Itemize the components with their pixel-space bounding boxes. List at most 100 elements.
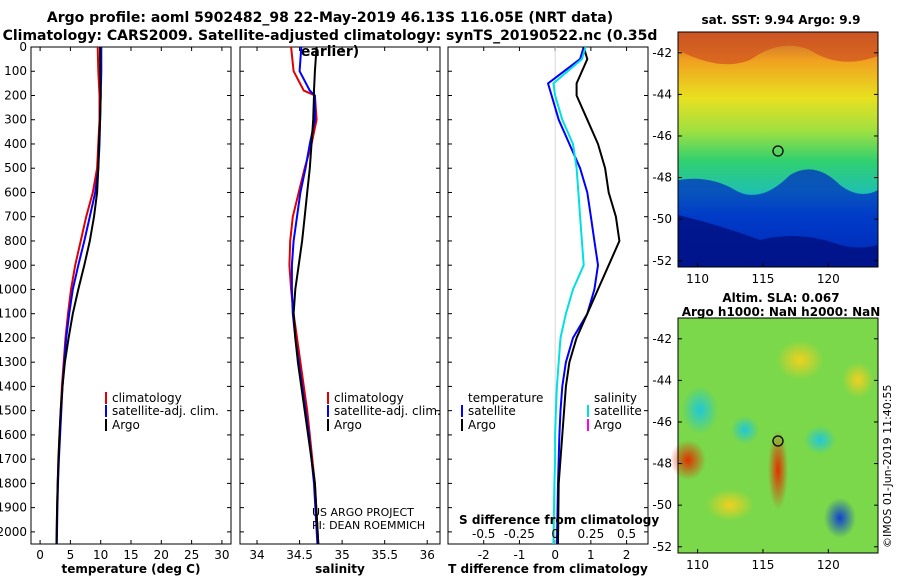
x-tick-label: 30 <box>214 548 229 562</box>
depth-tick-label: 1400 <box>0 379 27 393</box>
sla-anomaly <box>842 362 874 398</box>
sla-anomaly <box>670 440 706 480</box>
title-line-1: Argo profile: aoml 5902482_98 22-May-201… <box>46 10 614 26</box>
x-tick-label: 35 <box>334 548 349 562</box>
s-tick-label: -0.5 <box>472 527 495 541</box>
depth-tick-label: 1000 <box>0 282 27 296</box>
legend-satellite-label: satellite-adj. clim. <box>334 404 441 418</box>
legend-temperature-title: temperature <box>468 391 543 405</box>
depth-tick-label: 1500 <box>0 404 27 418</box>
sst-map <box>677 31 879 268</box>
lat-tick-label: -46 <box>652 129 672 143</box>
depth-tick-label: 500 <box>4 161 27 175</box>
x-tick-label: 2 <box>623 548 631 562</box>
lon-tick-label: 115 <box>752 558 775 572</box>
lon-tick-label: 120 <box>817 558 840 572</box>
map-panels: -42 -44 -46 -48 -50 -52 110 115 120 -42 -44 -46 -48 -… <box>652 31 879 572</box>
project-label: US ARGO PROJECT <box>312 506 414 519</box>
x-tick-label: 34.5 <box>286 548 313 562</box>
lat-tick-label: -50 <box>652 498 672 512</box>
argo-marker-sst <box>772 145 784 157</box>
depth-tick-label: 1200 <box>0 331 27 345</box>
salinity-panel: 34 34.5 35 35.5 36 salinity <box>249 46 435 576</box>
legend-t-satellite-label: satellite <box>468 404 516 418</box>
salinity-panel-frame <box>239 46 441 545</box>
argo-marker-sla <box>772 435 784 447</box>
series-line-argo <box>55 47 102 545</box>
sst-warm-front <box>678 32 878 65</box>
legend-climatology-label: climatology <box>334 391 404 405</box>
depth-tick-label: 300 <box>4 113 27 127</box>
lon-tick-label: 115 <box>752 272 775 286</box>
x-tick-label: -2 <box>478 548 490 562</box>
s-tick-label: 0.5 <box>617 527 636 541</box>
legend-s-argo-label: Argo <box>594 418 622 432</box>
x-tick-label: 5 <box>67 548 75 562</box>
lon-tick-label: 110 <box>686 558 709 572</box>
legend-salinity-title: salinity <box>594 391 637 405</box>
sla-anomaly <box>804 426 836 454</box>
lon-tick-label: 110 <box>686 272 709 286</box>
depth-tick-label: 600 <box>4 185 27 199</box>
s-tick-label: -0.25 <box>504 527 535 541</box>
legend-s-satellite-label: satellite <box>594 404 642 418</box>
depth-tick-label: 1300 <box>0 355 27 369</box>
sla-frame <box>677 317 879 554</box>
salinity-legend: climatology satellite-adj. clim. Argo <box>327 391 441 432</box>
depth-tick-label: 400 <box>4 137 27 151</box>
lat-tick-label: -52 <box>652 254 672 268</box>
depth-tick-label: 800 <box>4 234 27 248</box>
sla-map-title-2: Argo h1000: NaN h2000: NaN <box>681 305 881 319</box>
difference-panel: -2 -1 0 1 2T difference from climatology <box>448 46 648 576</box>
sla-anomaly <box>824 498 856 538</box>
legend-argo-label: Argo <box>334 418 362 432</box>
series-line-salinity-satellite <box>552 46 587 545</box>
legend-climatology-label: climatology <box>112 391 182 405</box>
sla-map-title-1: Altim. SLA: 0.067 <box>722 291 840 305</box>
difference-panel-frame <box>447 46 649 545</box>
temperature-panel: 0 5 10 15 20 25 30 temperature (deg C) <box>36 46 230 576</box>
imos-credit: ©IMOS 01-Jun-2019 11:40:55 <box>881 384 894 548</box>
s-tick-label: 0 <box>551 527 559 541</box>
legend-t-argo-label: Argo <box>468 418 496 432</box>
lon-tick-label: 120 <box>817 272 840 286</box>
sla-anomaly <box>731 416 759 444</box>
sst-frame <box>677 31 879 268</box>
series-line-satellite-adj-clim- <box>55 47 103 545</box>
sst-cold-core <box>678 215 878 267</box>
x-axis-label: temperature (deg C) <box>62 562 201 576</box>
sla-map <box>670 317 879 554</box>
depth-tick-label: 1700 <box>0 452 27 466</box>
x-tick-label: -1 <box>513 548 525 562</box>
x-tick-label: 20 <box>154 548 169 562</box>
lat-tick-label: -50 <box>652 212 672 226</box>
x-axis-label: T difference from climatology <box>448 562 648 576</box>
x-tick-label: 35.5 <box>371 548 398 562</box>
x-tick-label: 0 <box>551 548 559 562</box>
difference-legend: temperature satellite Argo salinity sate… <box>461 391 642 432</box>
depth-axis: 0 100 200 300 400 500 600 700 800 900 1000 1100 1200… <box>0 40 648 539</box>
depth-tick-label: 1100 <box>0 307 27 321</box>
series-line-temperature-argo <box>557 46 621 545</box>
profile-charts: 0100200300400500600700800900100011001200… <box>0 40 659 576</box>
depth-tick-label: 900 <box>4 258 27 272</box>
depth-tick-label: 2000 <box>0 525 27 539</box>
s-tick-label: 0.25 <box>577 527 604 541</box>
lat-tick-label: -46 <box>652 415 672 429</box>
depth-tick-label: 200 <box>4 88 27 102</box>
x-tick-label: 10 <box>93 548 108 562</box>
depth-tick-label: 100 <box>4 64 27 78</box>
depth-tick-label: 1900 <box>0 501 27 515</box>
x-axis-label: salinity <box>315 562 365 576</box>
sla-anomaly <box>682 386 718 434</box>
lat-tick-label: -48 <box>652 171 672 185</box>
temperature-legend: climatology satellite-adj. clim. Argo <box>105 391 219 432</box>
series-line-temperature-satellite <box>547 46 599 545</box>
depth-tick-label: 700 <box>4 210 27 224</box>
sst-map-title: sat. SST: 9.94 Argo: 9.9 <box>701 13 861 27</box>
depth-tick-label: 1800 <box>0 476 27 490</box>
series-line-climatology <box>55 46 101 545</box>
map-axes: -42 -44 -46 -48 -50 -52 110 115 120 -42 -44 -46 -48 -… <box>652 46 878 572</box>
x-tick-label: 0 <box>36 548 44 562</box>
depth-tick-label: 1600 <box>0 428 27 442</box>
